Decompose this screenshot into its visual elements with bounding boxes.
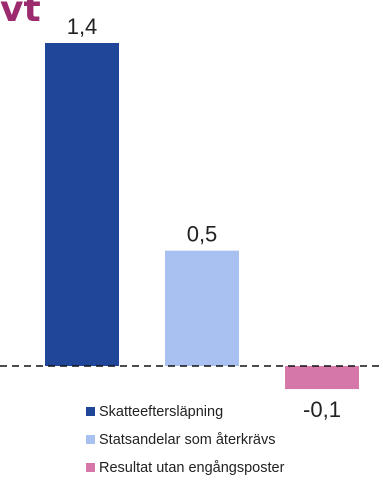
legend-label-2: Resultat utan engångsposter [99,459,285,476]
legend: Skatteeftersläpning Statsandelar som åte… [86,402,284,486]
bar-2 [285,366,359,390]
legend-item: Statsandelar som återkrävs [86,430,284,449]
bar-1 [165,250,239,366]
legend-swatch-1 [86,435,95,444]
bars-group [45,43,359,390]
legend-item: Skatteeftersläpning [86,402,284,421]
data-label-2: -0,1 [303,397,341,422]
legend-item: Resultat utan engångsposter [86,458,284,477]
data-label-1: 0,5 [187,222,218,247]
legend-label-1: Statsandelar som återkrävs [99,431,276,448]
legend-swatch-0 [86,407,95,416]
data-labels-group: 1,4 0,5 -0,1 [67,14,341,422]
bar-0 [45,43,119,366]
chart-title-fragment: vt [0,0,41,30]
legend-label-0: Skatteeftersläpning [99,403,224,420]
legend-swatch-2 [86,463,95,472]
data-label-0: 1,4 [67,14,98,39]
